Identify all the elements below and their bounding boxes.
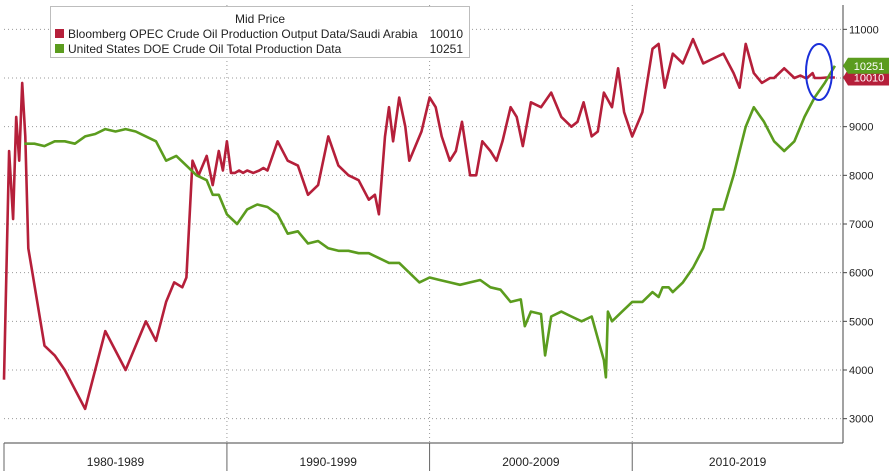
series-line-0: [2, 37, 835, 411]
y-tick-label: 4000: [849, 365, 873, 377]
series-line-1: [24, 65, 837, 379]
legend-label-us: United States DOE Crude Oil Total Produc…: [68, 41, 342, 56]
y-tick-label: 3000: [849, 414, 873, 426]
y-tick-label: 9000: [849, 122, 873, 134]
last-value-tag-bg: [843, 57, 889, 74]
x-band-label: 1980-1989: [87, 455, 145, 469]
x-band-label: 2010-2019: [709, 455, 767, 469]
x-axis: 1980-1989 1990-1999 2000-2009 2010-2019: [3, 442, 843, 471]
last-value-tag-1: 10251: [843, 57, 889, 74]
y-tick-label: 7000: [849, 219, 873, 231]
y-tick-label: 6000: [849, 268, 873, 280]
x-band-label: 1990-1999: [300, 455, 358, 469]
y-tick-label: 5000: [849, 316, 873, 328]
series-lines: [2, 37, 837, 411]
legend-last-value-us: 10251: [429, 41, 463, 56]
legend-entry-us: United States DOE Crude Oil Total Produc…: [55, 41, 469, 56]
legend: Mid Price Bloomberg OPEC Crude Oil Produ…: [50, 6, 470, 58]
last-value-tag-text: 10010: [854, 73, 885, 85]
y-tick-label: 8000: [849, 170, 873, 182]
legend-label-saudi: Bloomberg OPEC Crude Oil Production Outp…: [68, 26, 418, 41]
legend-swatch-saudi: [55, 29, 64, 38]
last-value-tag-text: 10251: [854, 61, 885, 73]
legend-entry-saudi: Bloomberg OPEC Crude Oil Production Outp…: [55, 26, 469, 41]
legend-swatch-us: [55, 44, 64, 53]
highlight-circle: [805, 43, 833, 101]
gridlines: [4, 5, 843, 443]
legend-title: Mid Price: [234, 12, 285, 26]
y-tick-label: 11000: [849, 24, 879, 36]
legend-last-value-saudi: 10010: [429, 26, 463, 41]
x-band-label: 2000-2009: [502, 455, 560, 469]
